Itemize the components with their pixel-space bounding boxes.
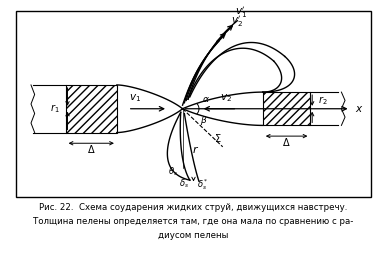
Text: $\alpha$: $\alpha$	[202, 95, 209, 105]
Text: $\delta_s$: $\delta_s$	[179, 177, 189, 190]
Text: $v_2$: $v_2$	[220, 92, 232, 104]
Text: диусом пелены: диусом пелены	[158, 230, 229, 240]
Text: $\beta$: $\beta$	[200, 114, 207, 127]
Text: $\delta_s^*$: $\delta_s^*$	[197, 177, 209, 192]
Bar	[66, 85, 117, 132]
Text: $r_1$: $r_1$	[50, 102, 60, 115]
Text: $v_2'$: $v_2'$	[231, 14, 243, 29]
Text: $\Delta$: $\Delta$	[283, 136, 291, 148]
Bar	[263, 92, 310, 125]
Text: $\Delta$: $\Delta$	[87, 143, 96, 155]
Text: $\theta_s$: $\theta_s$	[168, 166, 178, 178]
Text: Рис. 22.  Схема соударения жидких струй, движущихся навстречу.: Рис. 22. Схема соударения жидких струй, …	[39, 203, 348, 212]
Text: $v_1'$: $v_1'$	[235, 5, 247, 20]
Text: $r_2$: $r_2$	[319, 94, 328, 107]
Bar	[16, 11, 371, 197]
Text: Толщина пелены определяется там, где она мала по сравнению с ра-: Толщина пелены определяется там, где она…	[33, 217, 354, 226]
Text: $v_1$: $v_1$	[129, 92, 141, 104]
Text: $r$: $r$	[192, 144, 199, 155]
Text: $x$: $x$	[355, 104, 363, 114]
Text: $\Sigma$: $\Sigma$	[214, 132, 221, 145]
